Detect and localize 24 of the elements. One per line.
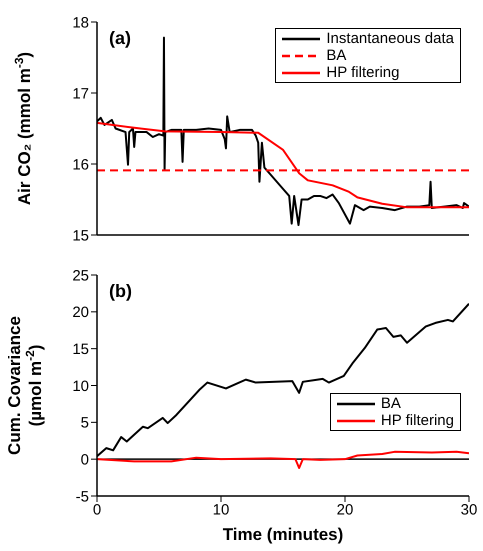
annotation: (b) (109, 281, 132, 301)
y-tick-label: 17 (72, 85, 89, 102)
y-tick-label: 5 (80, 414, 89, 432)
y-tick-label: -5 (76, 488, 89, 506)
y-tick-label: 25 (72, 267, 89, 284)
legend-label: HP filtering (326, 64, 400, 81)
legend-label: HP filtering (380, 412, 454, 429)
y-tick-label: 20 (72, 304, 89, 322)
y-tick-label: 15 (72, 340, 89, 358)
x-tick-label: 20 (336, 502, 354, 519)
y-tick-label: 15 (72, 227, 89, 244)
y-tick-label: 16 (72, 156, 89, 174)
x-tick-label: 30 (460, 502, 478, 519)
legend-label: BA (380, 395, 401, 412)
x-tick-label: 10 (212, 502, 230, 519)
x-tick-label: 0 (92, 502, 102, 519)
x-axis-title: Time (minutes) (222, 525, 344, 544)
annotation: (a) (109, 28, 132, 48)
legend-label: BA (326, 47, 346, 64)
y-tick-label: 18 (72, 14, 89, 32)
legend-label: Instantaneous data (326, 30, 454, 47)
y-tick-label: 10 (72, 378, 89, 395)
y-tick-label: 0 (80, 451, 89, 468)
line-series (97, 122, 469, 208)
